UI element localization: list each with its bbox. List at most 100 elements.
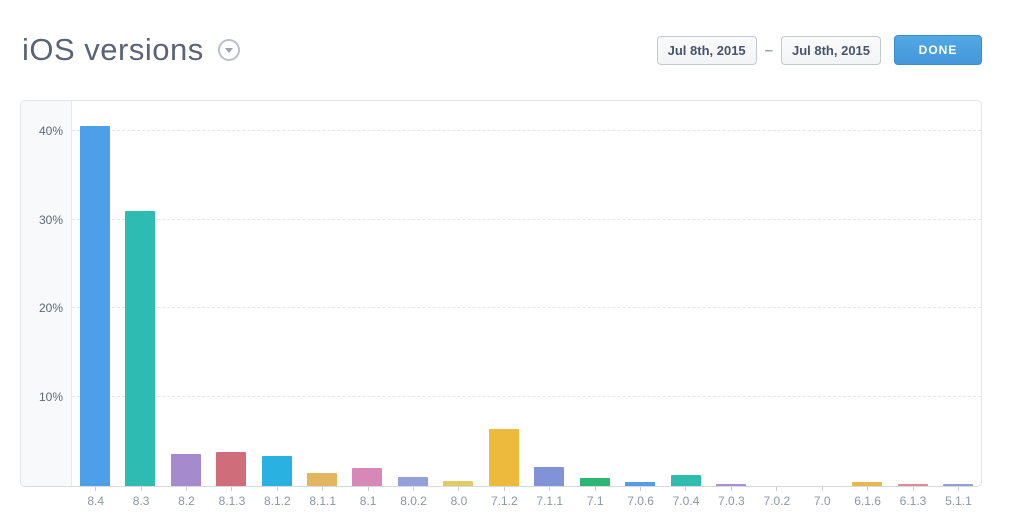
x-axis-slot: 6.1.6	[845, 487, 890, 508]
x-tick	[867, 487, 869, 491]
x-tick-label: 7.0.4	[672, 494, 700, 508]
x-tick	[730, 487, 732, 491]
bar-7.1.2[interactable]	[488, 429, 519, 486]
bar-7.0.6[interactable]	[625, 482, 656, 486]
x-tick	[95, 487, 97, 491]
bar-8.1[interactable]	[352, 468, 383, 486]
bar-8.1.1[interactable]	[306, 472, 337, 486]
x-axis-slot: 8.1.2	[255, 487, 300, 508]
x-tick-label: 7.0.2	[763, 494, 791, 508]
x-tick	[685, 487, 687, 491]
bar-7.1.1[interactable]	[534, 467, 565, 486]
x-tick-label: 7.1.1	[536, 494, 564, 508]
y-tick-label: 10%	[38, 390, 63, 405]
x-tick-label: 8.0.2	[400, 494, 427, 508]
x-axis-slot: 7.1	[572, 487, 617, 508]
x-tick	[322, 487, 324, 491]
bar-8.4[interactable]	[79, 126, 110, 486]
title-dropdown-button[interactable]	[217, 39, 240, 61]
x-axis-slot: 7.0.6	[618, 487, 663, 508]
x-axis-slot: 8.1.3	[209, 487, 254, 508]
bar-8.1.3[interactable]	[216, 452, 247, 486]
bar-slot	[254, 101, 299, 486]
date-to-input[interactable]	[781, 35, 881, 65]
bar-8.2[interactable]	[170, 454, 201, 486]
x-tick	[231, 487, 233, 491]
plot-area	[72, 101, 981, 486]
x-tick-label: 8.1.2	[263, 494, 291, 508]
bar-slot	[936, 101, 981, 486]
bar-8.0.2[interactable]	[397, 477, 428, 486]
bar-slot	[299, 101, 344, 486]
x-axis: 8.4 8.3 8.2 8.1.3 8.1.2 8.1.1 8.1 8.0.2 8.0 7.1.2…	[73, 487, 981, 508]
x-axis-slot: 8.4	[73, 487, 118, 508]
bar-5.1.1[interactable]	[943, 483, 974, 486]
x-tick-label: 8.1.1	[309, 494, 337, 508]
done-button[interactable]: DONE	[894, 35, 982, 65]
bar-slot	[72, 101, 117, 486]
x-axis-slot: 8.2	[164, 487, 209, 508]
bar-slot	[481, 101, 526, 486]
x-tick	[957, 487, 959, 491]
y-tick-label: 40%	[38, 123, 63, 138]
x-axis-slot: 7.1.2	[482, 487, 527, 508]
x-tick	[821, 487, 823, 491]
header: iOS versions – DONE	[0, 0, 1024, 74]
bar-8.3[interactable]	[125, 210, 156, 486]
bar-slot	[754, 101, 799, 486]
gridline	[72, 307, 981, 309]
title-group: iOS versions	[22, 32, 240, 68]
x-tick	[594, 487, 596, 491]
bar-slot	[345, 101, 390, 486]
x-tick-label: 5.1.1	[945, 494, 972, 508]
x-tick	[776, 487, 778, 491]
date-range-separator: –	[764, 41, 773, 59]
x-tick-label: 6.1.6	[854, 494, 881, 508]
x-axis-slot: 7.0.3	[709, 487, 754, 508]
bar-8.1.2[interactable]	[261, 455, 292, 486]
caret-down-icon	[224, 48, 233, 53]
bar-6.1.6[interactable]	[852, 482, 883, 486]
x-tick-label: 8.0	[450, 494, 468, 508]
x-tick	[640, 487, 642, 491]
bar-8.0[interactable]	[443, 480, 474, 486]
bar-slot	[845, 101, 890, 486]
bar-slot	[163, 101, 208, 486]
bar-slot	[572, 101, 617, 486]
bars-container	[72, 101, 981, 486]
x-tick	[549, 487, 551, 491]
y-axis: 10% 20% 30% 40%	[21, 101, 72, 486]
bar-slot	[663, 101, 708, 486]
x-axis-slot: 6.1.3	[890, 487, 935, 508]
x-tick	[912, 487, 914, 491]
bar-slot	[708, 101, 753, 486]
x-tick-label: 8.1	[359, 494, 377, 508]
bar-7.1[interactable]	[579, 478, 610, 486]
x-tick-label: 7.0	[813, 494, 831, 508]
x-tick	[367, 487, 369, 491]
x-tick	[140, 487, 142, 491]
bar-slot	[799, 101, 844, 486]
bar-7.0.3[interactable]	[716, 483, 747, 486]
bar-7.0.4[interactable]	[670, 475, 701, 486]
x-tick-label: 7.0.3	[718, 494, 745, 508]
x-axis-slot: 5.1.1	[936, 487, 981, 508]
bar-6.1.3[interactable]	[897, 483, 928, 486]
x-tick-label: 7.1	[586, 494, 604, 508]
x-axis-slot: 8.1.1	[300, 487, 345, 508]
gridline	[72, 218, 981, 220]
x-tick-label: 7.1.2	[491, 494, 518, 508]
x-axis-slot: 8.3	[118, 487, 163, 508]
gridline	[72, 129, 981, 131]
x-tick-label: 8.4	[87, 494, 105, 508]
x-axis-slot: 7.0	[800, 487, 845, 508]
x-axis-slot: 8.0	[436, 487, 481, 508]
bar-slot	[617, 101, 662, 486]
x-axis-slot: 7.0.4	[663, 487, 708, 508]
x-tick	[276, 487, 278, 491]
date-from-input[interactable]	[656, 35, 757, 65]
y-tick-label: 30%	[38, 212, 63, 227]
x-axis-slot: 7.0.2	[754, 487, 799, 508]
x-tick-label: 6.1.3	[899, 494, 927, 508]
x-axis-slot: 7.1.1	[527, 487, 572, 508]
